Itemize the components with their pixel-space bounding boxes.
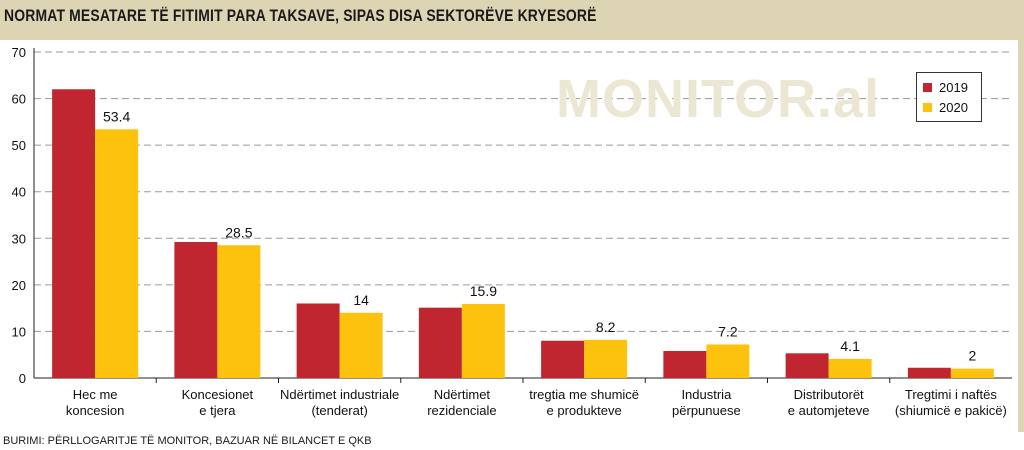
x-category-label: koncesion [66, 403, 125, 418]
legend-item-2019: 2019 [923, 77, 975, 97]
y-tick-label: 70 [12, 45, 26, 60]
y-tick-label: 10 [12, 324, 26, 339]
bar-2020 [95, 129, 139, 378]
x-category-label: e tjera [199, 403, 236, 418]
bar-2019 [52, 89, 96, 378]
bar-2019 [296, 303, 340, 378]
data-label-2020: 2 [968, 348, 976, 364]
x-category-label: tregtia me shumicë [529, 387, 639, 402]
y-tick-label: 0 [19, 371, 26, 386]
bar-2019 [785, 353, 829, 378]
data-label-2020: 15.9 [470, 283, 497, 299]
bar-2019 [418, 307, 462, 378]
bar-2020 [828, 358, 872, 378]
chart-title: NORMAT MESATARE TË FITIMIT PARA TAKSAVE,… [4, 6, 597, 25]
x-category-label: (shiumicë e pakicë) [895, 403, 1007, 418]
x-category-label: e produkteve [547, 403, 622, 418]
data-label-2020: 53.4 [103, 108, 130, 124]
x-category-label: Koncesionet [182, 387, 254, 402]
bar-2020 [706, 344, 750, 378]
data-label-2020: 14 [353, 292, 369, 308]
data-label-2020: 4.1 [840, 338, 860, 354]
bar-2019 [663, 350, 707, 378]
plot-area: 0 10 20 30 40 50 60 70 53.4 Hec me koncesion 28.5 Ko… [0, 40, 1018, 432]
bar-2019 [907, 367, 951, 378]
x-category-label: Hec me [73, 387, 118, 402]
x-category-label: Distributorët [794, 387, 864, 402]
x-category-label: Ndërtimet industriale [280, 387, 399, 402]
source-note: BURIMI: PËRLLOGARITJE TË MONITOR, BAZUAR… [3, 435, 372, 447]
watermark-text: MONITOR.al [556, 69, 881, 129]
data-label-2020: 7.2 [718, 323, 738, 339]
bar-2020 [584, 339, 628, 378]
data-label-2020: 28.5 [225, 224, 252, 240]
bar-2020 [950, 368, 994, 378]
bar-2020 [461, 303, 505, 378]
bar-2019 [541, 340, 585, 378]
x-category-label: Industria [681, 387, 732, 402]
legend-swatch-2019 [923, 82, 932, 92]
legend-swatch-2020 [923, 102, 932, 112]
bar-2019 [174, 242, 218, 378]
legend: 2019 2020 [916, 72, 982, 122]
y-tick-label: 50 [12, 138, 26, 153]
bar-2020 [339, 312, 383, 378]
legend-label-2020: 2020 [939, 99, 968, 115]
y-tick-label: 40 [12, 185, 26, 200]
bar-2020 [217, 245, 261, 378]
legend-item-2020: 2020 [923, 97, 975, 117]
x-category-label: Ndërtimet [434, 387, 491, 402]
chart-frame: NORMAT MESATARE TË FITIMIT PARA TAKSAVE,… [0, 0, 1024, 432]
x-category-label: rezidenciale [427, 403, 496, 418]
y-tick-label: 60 [12, 92, 26, 107]
x-category-label: (tenderat) [311, 403, 367, 418]
x-category-label: përpunuese [672, 403, 741, 418]
x-category-label: e automjeteve [788, 403, 870, 418]
y-tick-label: 20 [12, 278, 26, 293]
data-label-2020: 8.2 [596, 319, 616, 335]
y-tick-label: 30 [12, 231, 26, 246]
x-category-label: Tregtimi i naftës [905, 387, 997, 402]
legend-label-2019: 2019 [939, 79, 968, 95]
